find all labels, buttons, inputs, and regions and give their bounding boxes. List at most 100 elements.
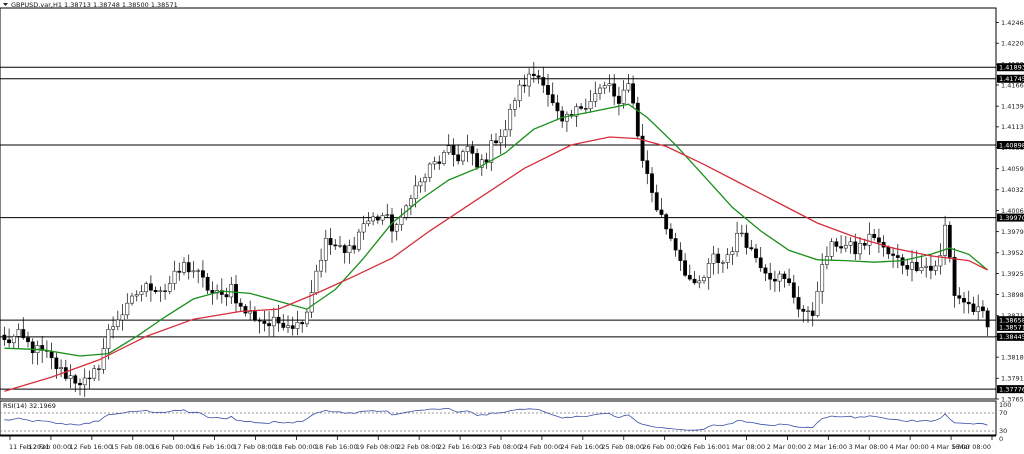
x-tick-label: 17 Feb 08:00 (233, 443, 276, 451)
candle-body (167, 283, 172, 292)
x-tick-label: 19 Feb 08:00 (356, 443, 399, 451)
candle-body (565, 114, 569, 122)
candle-body (758, 257, 763, 269)
candle-body (286, 325, 290, 328)
level-label: 1.38445 (999, 333, 1024, 341)
candle-body (243, 306, 248, 314)
candle-body (768, 272, 773, 280)
candle-body (877, 237, 881, 243)
candle-body (910, 262, 914, 270)
x-tick-label: 4 Mar 16:00 (930, 443, 969, 451)
symbol-label: GBPUSD.var,H1 (11, 1, 62, 9)
y-tick-label: 1.39790 (1001, 228, 1024, 236)
x-tick-label: 18 Feb 00:00 (274, 443, 317, 451)
candle-body (333, 244, 338, 247)
candle-body (371, 216, 375, 222)
candle-body (763, 267, 768, 274)
candle-body (68, 375, 73, 379)
candle-body (730, 251, 735, 255)
candle-body (588, 101, 593, 110)
candle-body (683, 260, 687, 276)
y-tick-label: 1.37915 (1001, 375, 1024, 383)
x-tick-label: 2 Mar 00:00 (767, 443, 806, 451)
candle-body (810, 310, 815, 316)
candle-body (508, 109, 513, 131)
level-labels: 1.41893 1.41745 1.40898 1.39970 1.38658 1.384… (997, 63, 1024, 393)
candle-body (574, 106, 579, 117)
candle-body (375, 216, 380, 221)
candle-body (612, 83, 617, 97)
candle-body (92, 368, 97, 379)
level-label: 1.41745 (999, 75, 1024, 83)
candle-body (621, 89, 626, 104)
candle-body (697, 280, 702, 284)
candle-body (687, 275, 692, 280)
y-tick-label: 1.41130 (1001, 123, 1024, 131)
candle-body (829, 241, 834, 257)
candle-body (357, 231, 361, 250)
candle-body (451, 145, 456, 155)
candle-body (442, 152, 446, 164)
candle-body (149, 283, 153, 291)
candle-body (843, 245, 848, 249)
x-tick-label: 2 Mar 16:00 (808, 443, 847, 451)
candle-body (319, 260, 323, 272)
candle-body (673, 238, 678, 251)
x-tick-label: 3 Mar 08:00 (849, 443, 888, 451)
candle-body (598, 87, 602, 94)
candle-body (527, 73, 531, 87)
candle-body (262, 320, 267, 324)
x-tick-label: 11 Feb 2021 (9, 443, 49, 451)
rsi-line (4, 407, 988, 431)
candle-body (300, 322, 305, 325)
y-tick-label: 1.41665 (1001, 81, 1024, 89)
x-tick-label: 12 Feb 00:00 (29, 443, 72, 451)
candle-body (815, 291, 820, 316)
candle-body (49, 351, 54, 359)
candle-body (54, 357, 59, 369)
candle-body (645, 160, 650, 174)
candle-body (635, 102, 640, 137)
candle-body (503, 129, 508, 137)
candle-body (626, 83, 631, 91)
x-tick-label: 4 Mar 00:00 (890, 443, 929, 451)
triangle-down-icon[interactable] (3, 3, 8, 6)
rsi-tick-100: 100 (999, 401, 1011, 409)
y-tick-label: 1.37650 (1001, 395, 1024, 403)
candle-body (640, 135, 645, 161)
candle-body (617, 95, 621, 104)
candle-body (744, 232, 749, 248)
candle-body (735, 232, 739, 252)
candle-body (7, 339, 11, 344)
candle-body (971, 303, 976, 312)
candle-body (423, 177, 427, 183)
rsi-pane[interactable]: RSI(14) 32.1969 100 70 30 0 (0, 400, 1011, 443)
level-tag (997, 74, 1024, 83)
level-label: 1.39970 (999, 214, 1024, 222)
candle-body (848, 241, 853, 246)
price-pane[interactable]: 1.424651.422001.419301.416651.413951.411… (0, 7, 1024, 403)
candle-body (30, 341, 35, 354)
candle-body (886, 246, 891, 255)
candle-body (130, 295, 134, 304)
candle-body (858, 242, 862, 255)
candle-body (938, 255, 943, 267)
candle-body (773, 278, 777, 282)
candle-body (796, 297, 801, 310)
candle-body (976, 306, 981, 312)
candle-body (498, 136, 503, 144)
candle-body (692, 278, 697, 284)
candle-body (418, 181, 423, 187)
candle-body (924, 265, 929, 268)
candle-body (413, 185, 418, 199)
candle-body (749, 247, 754, 250)
candle-body (394, 224, 399, 232)
candle-body (21, 329, 26, 339)
candle-body (834, 241, 839, 247)
candle-body (281, 322, 286, 328)
candle-body (513, 100, 517, 110)
candle-body (461, 151, 465, 162)
candle-body (380, 215, 385, 221)
